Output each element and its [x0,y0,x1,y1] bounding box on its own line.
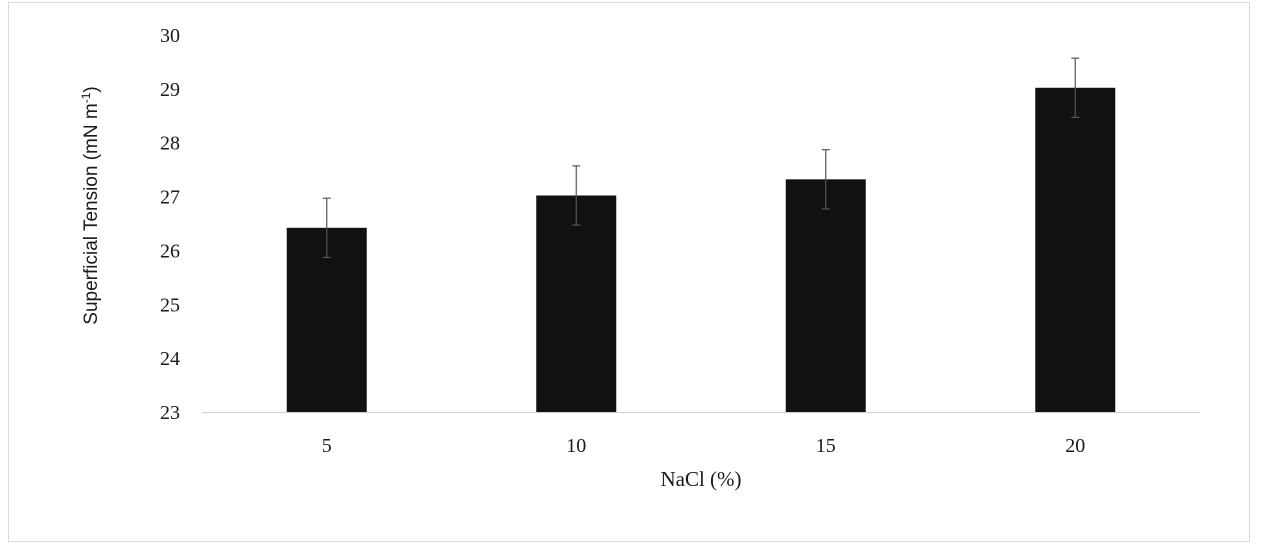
x-axis-title: NaCl (%) [660,467,741,491]
y-tick-label: 23 [160,402,180,424]
error-bar [1071,57,1080,119]
x-tick-label: 20 [1065,435,1085,457]
y-axis-title-superscript: -1 [79,92,93,103]
bars [286,87,1116,412]
y-tick-label: 24 [160,348,180,370]
bar [785,179,866,412]
bar [536,195,617,412]
y-axis-title-close: ) [81,86,102,92]
error-bar [572,165,581,226]
error-bar [821,149,830,210]
x-tick-label: 5 [322,435,332,457]
bar [286,227,367,412]
y-tick-label: 30 [160,25,180,47]
y-tick-label: 25 [160,294,180,316]
bar [1035,87,1116,412]
y-tick-label: 28 [160,133,180,155]
x-axis-ticks: 5 10 15 20 [322,435,1086,457]
y-axis-title: Superficial Tension (mN m-1) [79,86,102,324]
x-tick-label: 10 [566,435,586,457]
y-axis-title-main: Superficial Tension (mN m [81,103,102,324]
y-tick-label: 29 [160,79,180,101]
y-tick-label: 27 [160,187,180,209]
y-tick-label: 26 [160,240,180,262]
x-tick-label: 15 [816,435,836,457]
error-bars [322,57,1080,259]
y-axis-ticks: 23 24 25 26 27 28 29 30 [160,25,180,424]
error-bar [322,197,331,259]
